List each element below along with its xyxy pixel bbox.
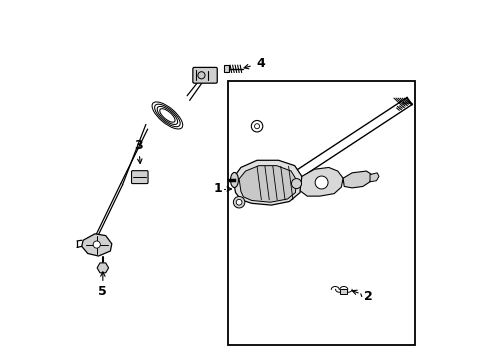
Ellipse shape: [157, 107, 177, 125]
Circle shape: [198, 72, 204, 79]
Circle shape: [254, 124, 259, 129]
Ellipse shape: [230, 172, 238, 188]
Circle shape: [314, 176, 327, 189]
Polygon shape: [81, 234, 112, 256]
Text: 1: 1: [213, 183, 222, 195]
Circle shape: [93, 241, 100, 248]
Bar: [228, 81, 414, 345]
Ellipse shape: [152, 102, 183, 129]
Polygon shape: [233, 160, 301, 205]
Bar: [339, 289, 346, 294]
Circle shape: [233, 197, 244, 208]
Text: 3: 3: [134, 139, 142, 152]
Polygon shape: [300, 167, 343, 196]
Text: 2: 2: [363, 290, 372, 303]
Polygon shape: [97, 263, 108, 273]
FancyBboxPatch shape: [131, 171, 148, 184]
Circle shape: [251, 121, 262, 132]
Ellipse shape: [154, 104, 180, 127]
Text: 4: 4: [256, 57, 264, 70]
Polygon shape: [343, 171, 371, 188]
Circle shape: [291, 179, 301, 189]
Polygon shape: [369, 173, 378, 182]
Ellipse shape: [160, 109, 175, 122]
Circle shape: [236, 199, 242, 205]
Polygon shape: [239, 166, 296, 202]
Bar: [224, 65, 229, 72]
Text: 5: 5: [98, 285, 107, 298]
FancyBboxPatch shape: [192, 67, 217, 83]
